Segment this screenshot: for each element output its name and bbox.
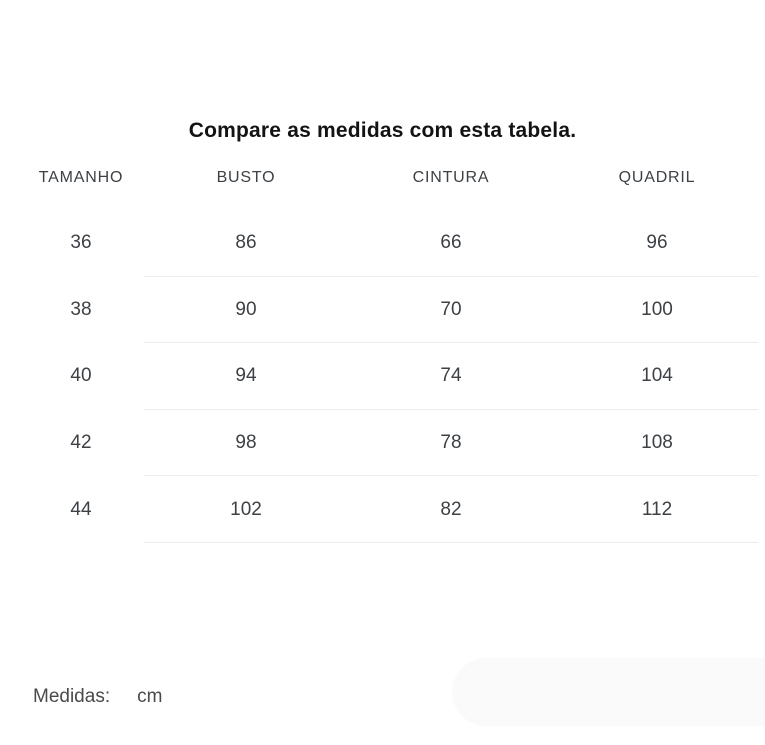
cell-tamanho: 38 [70, 298, 92, 320]
cell-quadril: 108 [641, 432, 673, 454]
cell-quadril: 112 [641, 498, 673, 520]
cell-tamanho: 44 [70, 498, 92, 520]
cell-tamanho: 36 [70, 232, 92, 254]
table-row: 42 98 78 108 [0, 410, 765, 477]
row-divider [144, 275, 758, 277]
table-body: 36 86 66 96 38 90 70 100 40 94 74 104 [0, 210, 765, 543]
page-title: Compare as medidas com esta tabela. [188, 119, 577, 142]
size-table: TAMANHO BUSTO CINTURA QUADRIL 36 86 66 9… [0, 160, 765, 543]
row-divider [144, 342, 758, 344]
corner-widget-pill [452, 658, 765, 726]
cell-cintura: 70 [440, 298, 462, 320]
column-header-cintura: CINTURA [412, 169, 490, 186]
medidas-label: Medidas: [33, 686, 111, 707]
column-header-busto: BUSTO [216, 169, 276, 186]
table-header-row: TAMANHO BUSTO CINTURA QUADRIL [0, 160, 765, 196]
table-row: 36 86 66 96 [0, 210, 765, 277]
cell-cintura: 66 [440, 232, 462, 254]
cell-cintura: 82 [440, 498, 462, 520]
cell-busto: 98 [235, 432, 257, 454]
column-header-tamanho: TAMANHO [38, 169, 124, 186]
cell-quadril: 104 [641, 365, 673, 387]
cell-busto: 102 [230, 498, 262, 520]
cell-quadril: 100 [641, 298, 673, 320]
cell-tamanho: 42 [70, 432, 92, 454]
measurement-unit-row: Medidas: cm [33, 684, 162, 710]
cell-busto: 94 [235, 365, 257, 387]
cell-cintura: 74 [440, 365, 462, 387]
table-row: 44 102 82 112 [0, 476, 765, 543]
row-divider [144, 541, 758, 543]
column-header-quadril: QUADRIL [618, 169, 696, 186]
cell-quadril: 96 [646, 232, 668, 254]
cell-tamanho: 40 [70, 365, 92, 387]
cell-busto: 86 [235, 232, 257, 254]
cell-cintura: 78 [440, 432, 462, 454]
table-row: 38 90 70 100 [0, 277, 765, 344]
table-row: 40 94 74 104 [0, 343, 765, 410]
unit-value: cm [137, 686, 163, 707]
row-divider [144, 475, 758, 477]
row-divider [144, 408, 758, 410]
cell-busto: 90 [235, 298, 257, 320]
